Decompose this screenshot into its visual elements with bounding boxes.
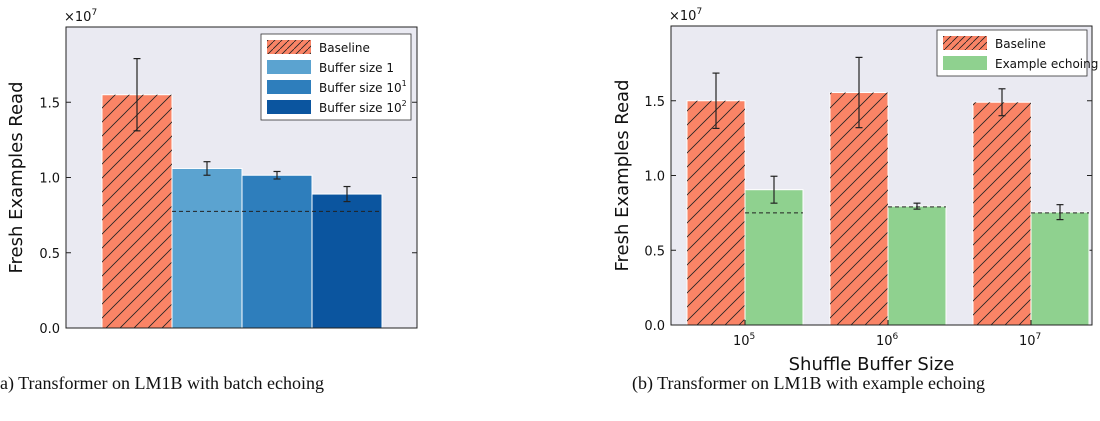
y-tick-label: 1.0	[39, 172, 60, 187]
legend-swatch	[267, 100, 311, 114]
bar	[744, 189, 804, 326]
bar	[171, 167, 243, 329]
legend-swatch-hatch	[943, 36, 987, 50]
y-tick-label: 1.0	[644, 170, 665, 185]
bar	[241, 174, 313, 329]
bar-hatch	[687, 100, 745, 325]
legend-label: Buffer size 1	[319, 61, 394, 75]
batch-echoing-chart: 0.0 0.5 1.0 1.5 Fresh Examples Read ×107 Basel…	[6, 8, 418, 337]
example-echoing-chart: 0.0 0.5 1.0 1.5 Fresh Examples Read ×107 105 10…	[612, 7, 1098, 375]
bar-hatch	[830, 92, 888, 325]
legend-label: Buffer size 102	[319, 99, 407, 115]
caption-b: (b) Transformer on LM1B with example ech…	[632, 373, 985, 393]
caption-a: a) Transformer on LM1B with batch echoin…	[0, 373, 324, 393]
legend-swatch	[943, 56, 987, 70]
x-axis-label: Shuffle Buffer Size	[789, 354, 955, 375]
y-tick-label: 1.5	[39, 96, 60, 111]
plot-border	[65, 26, 418, 329]
y-tick-label: 0.0	[644, 319, 665, 334]
legend-swatch	[267, 80, 311, 94]
y-tick-label: 0.5	[39, 247, 60, 262]
x-tick-label: 105	[733, 332, 755, 349]
y-tick-label: 0.5	[644, 244, 665, 259]
legend-label: Example echoing	[995, 57, 1098, 71]
legend-swatch-hatch	[267, 40, 311, 54]
bar	[887, 205, 947, 326]
legend-label: Baseline	[995, 37, 1046, 51]
y-axis-label: Fresh Examples Read	[612, 79, 633, 271]
bar	[1030, 211, 1090, 326]
y-scale-multiplier: ×107	[669, 7, 702, 24]
y-scale-multiplier: ×107	[64, 8, 97, 25]
bar-hatch	[102, 94, 172, 328]
bar	[311, 193, 383, 329]
plot-border	[670, 25, 1093, 326]
y-axis-label: Fresh Examples Read	[6, 81, 27, 273]
x-tick-label: 107	[1019, 332, 1041, 349]
bar-hatch	[973, 102, 1031, 326]
legend-label: Baseline	[319, 41, 370, 55]
legend-label: Buffer size 101	[319, 79, 407, 95]
y-tick-label: 1.5	[644, 95, 665, 110]
legend-swatch	[267, 60, 311, 74]
x-tick-label: 106	[876, 332, 899, 349]
y-tick-label: 0.0	[39, 322, 60, 337]
